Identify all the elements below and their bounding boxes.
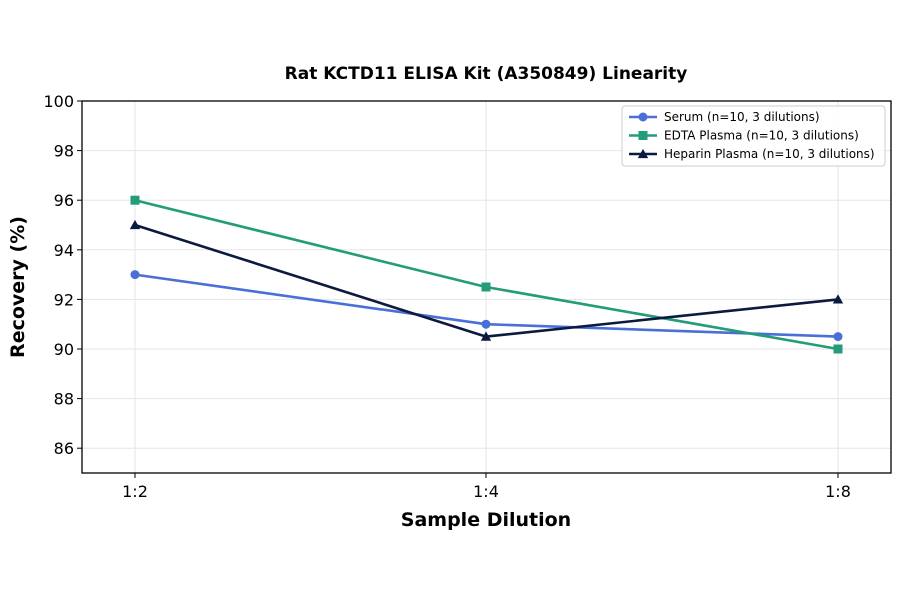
y-tick-label: 86 — [54, 439, 74, 458]
data-point — [481, 319, 491, 329]
y-tick-label: 98 — [54, 142, 74, 161]
y-axis-label: Recovery (%) — [7, 216, 29, 358]
legend-marker — [637, 148, 649, 159]
y-tick-label: 94 — [54, 241, 74, 260]
legend-marker — [638, 131, 648, 140]
y-tick-label: 88 — [54, 390, 74, 409]
legend-box — [621, 105, 886, 167]
chart-title: Rat KCTD11 ELISA Kit (A350849) Linearity — [285, 64, 688, 84]
axis-ticks: 1:2 1:4 1:8 86 88 90 92 94 96 98 100 — [43, 92, 850, 501]
legend-marker — [638, 112, 648, 122]
data-point — [833, 344, 843, 354]
legend: Serum (n=10, 3 dilutions) EDTA Plasma (n=… — [621, 105, 886, 167]
data-point — [130, 195, 140, 205]
data-point — [832, 294, 844, 304]
series-lines — [129, 195, 844, 354]
legend-label: Serum (n=10, 3 dilutions) — [664, 110, 820, 124]
legend-label: EDTA Plasma (n=10, 3 dilutions) — [664, 129, 859, 143]
y-tick-label: 90 — [54, 340, 74, 359]
data-point — [480, 331, 492, 341]
y-tick-label: 92 — [54, 290, 74, 309]
x-tick-label: 1:8 — [825, 482, 851, 501]
legend-label: Heparin Plasma (n=10, 3 dilutions) — [664, 147, 875, 161]
data-point — [833, 332, 843, 342]
data-point — [481, 282, 491, 292]
data-point — [130, 270, 140, 280]
x-axis-label: Sample Dilution — [401, 509, 571, 531]
x-tick-label: 1:4 — [473, 482, 499, 501]
x-tick-label: 1:2 — [122, 482, 148, 501]
y-tick-label: 96 — [54, 191, 74, 210]
data-point — [129, 219, 141, 230]
y-tick-label: 100 — [43, 92, 74, 111]
